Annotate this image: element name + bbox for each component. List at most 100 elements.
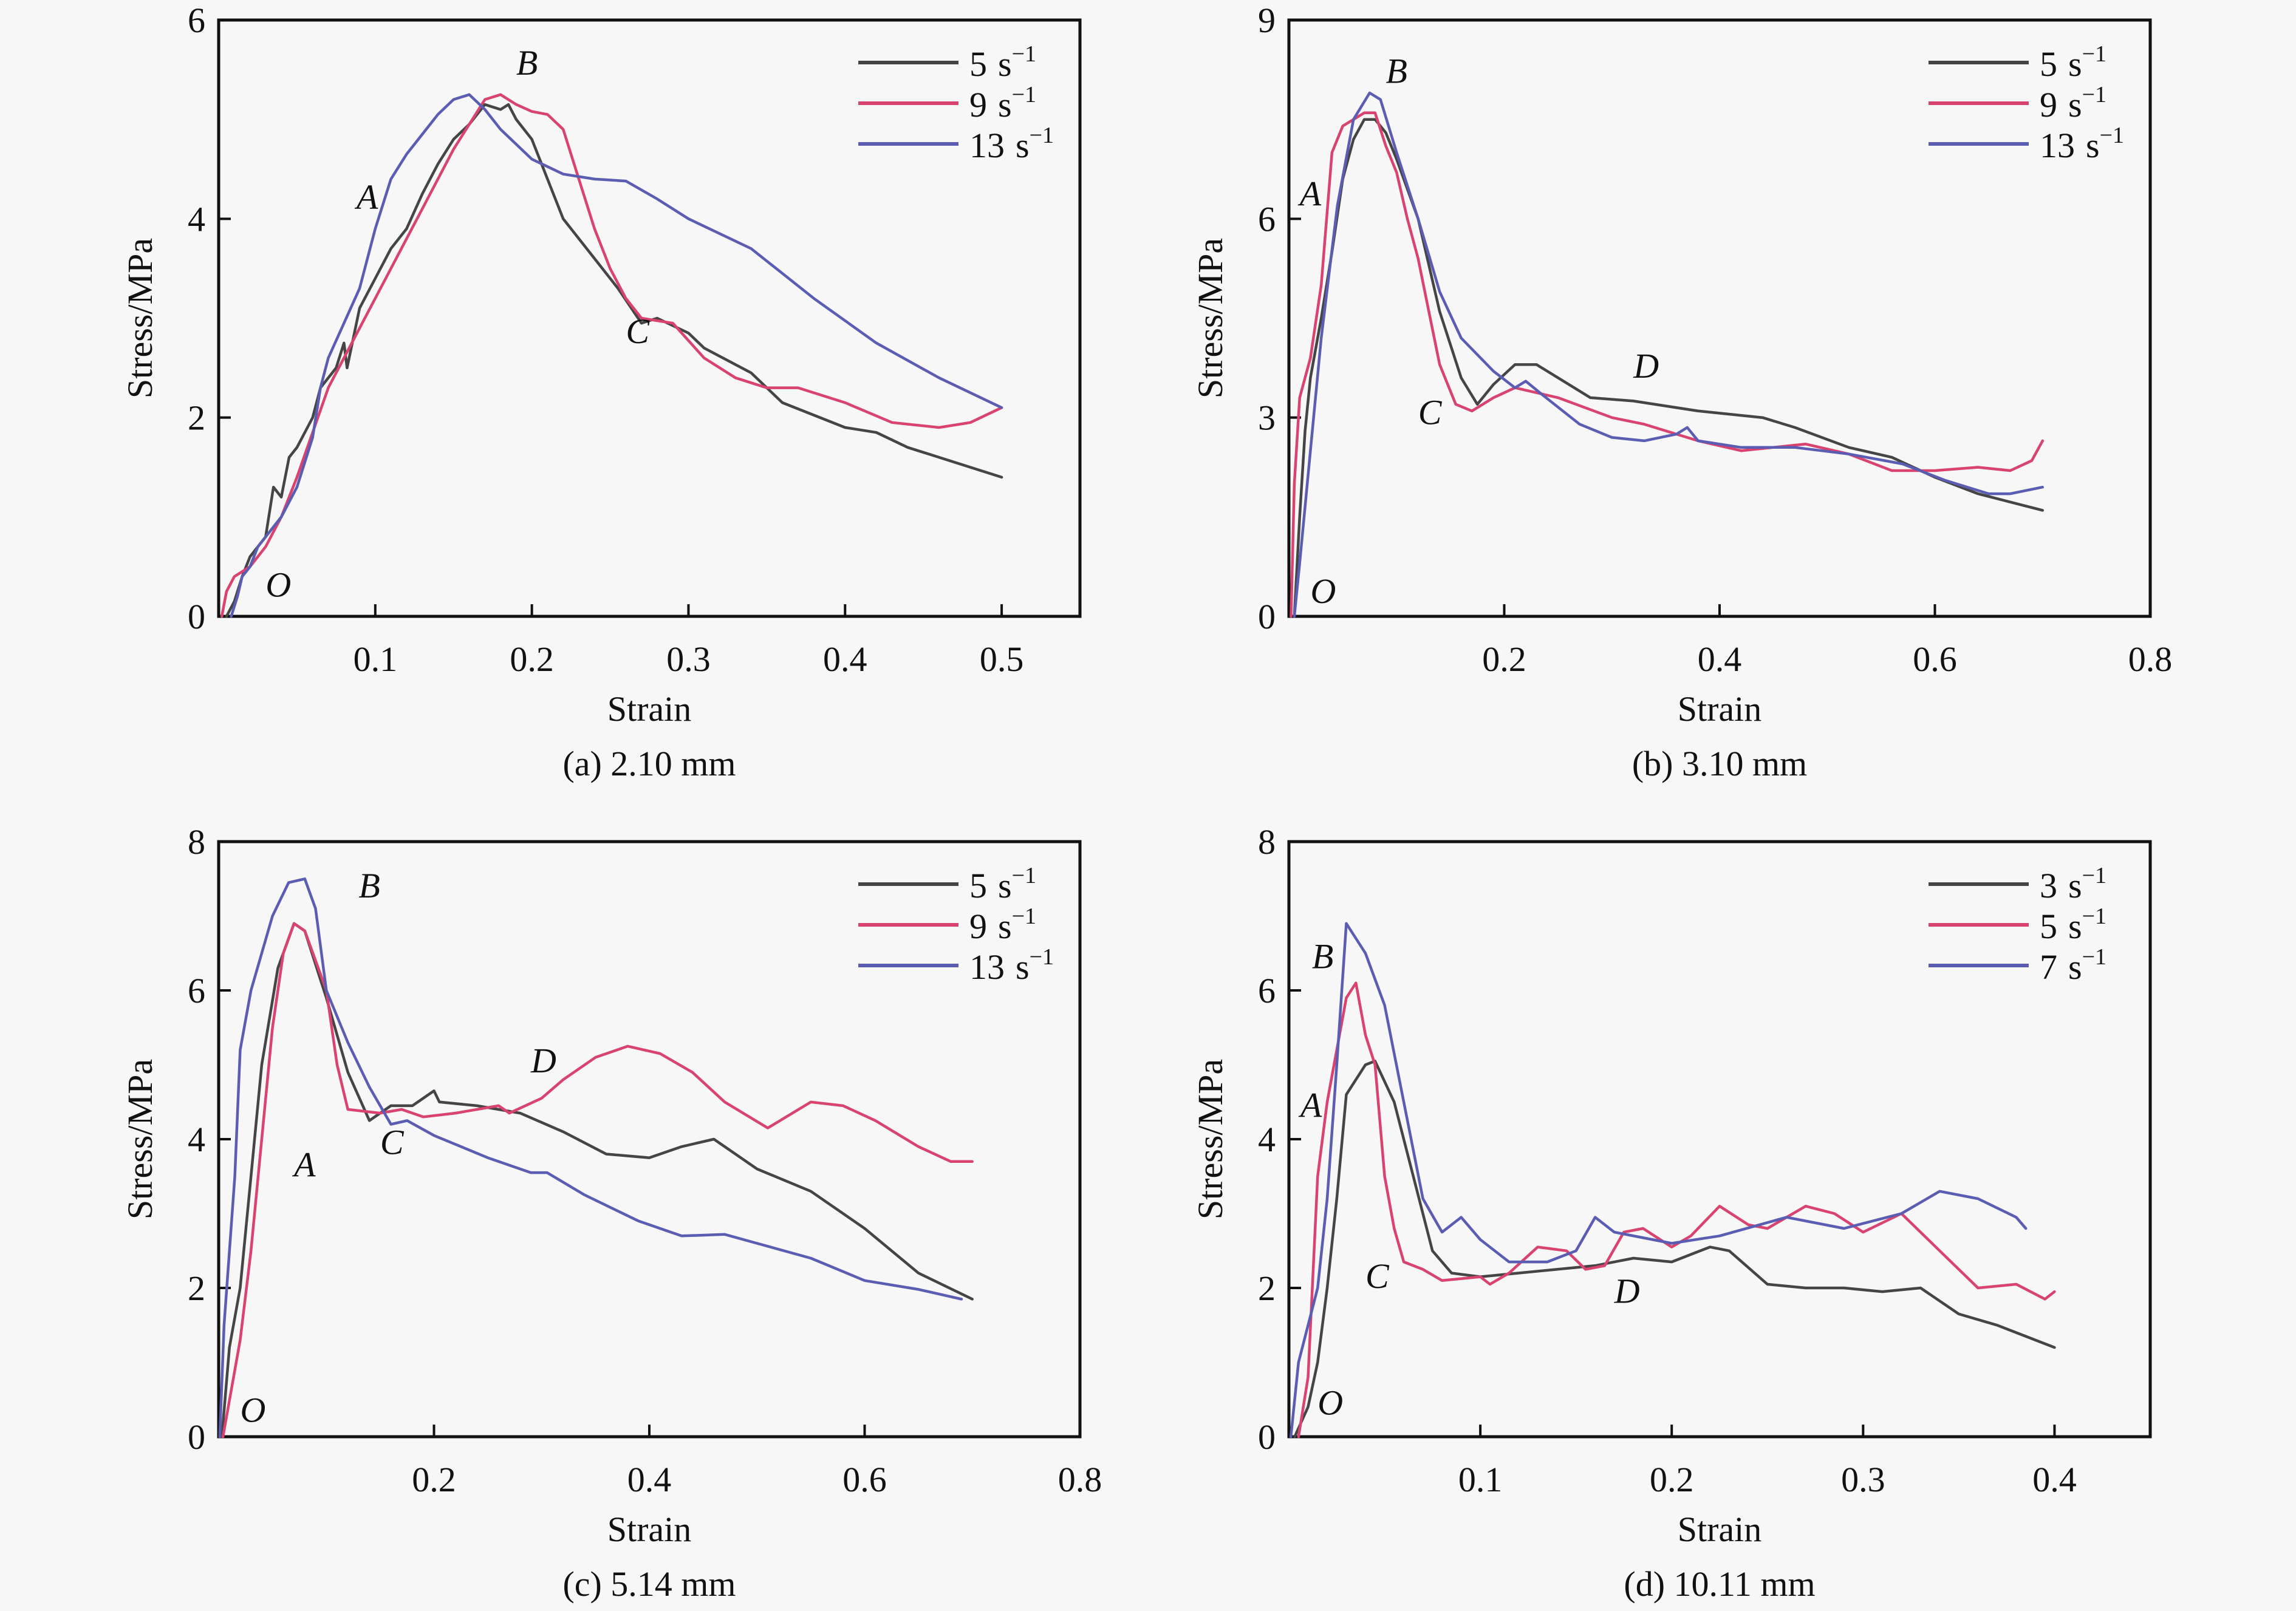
y-tick-label: 0 <box>188 597 205 636</box>
legend-label: 5 s−1 <box>2040 904 2106 946</box>
series-line-9-per-s <box>1290 111 2045 618</box>
y-tick-label: 0 <box>1258 597 1276 636</box>
x-tick-label: 0.2 <box>1482 639 1526 679</box>
point-label-O: O <box>1317 1383 1343 1422</box>
y-tick-label: 6 <box>188 971 205 1010</box>
point-label-D: D <box>1633 346 1659 386</box>
y-tick-label: 2 <box>188 1269 205 1308</box>
series-group <box>1290 91 2045 618</box>
point-label-B: B <box>1386 52 1407 91</box>
point-label-O: O <box>1310 571 1336 611</box>
y-tick-label: 6 <box>188 1 205 40</box>
series-line-9-per-s <box>220 93 1003 618</box>
panels: 0.1 0.2 0.3 0.4 0.5 0 2 4 6 Strain Stress/MPa (a) 2… <box>120 1 2172 1604</box>
x-tick-label: 0.6 <box>1913 639 1957 679</box>
y-tick-label: 9 <box>1258 1 1276 40</box>
y-axis-title: Stress/MPa <box>120 238 160 398</box>
x-tick-label: 0.2 <box>510 639 554 679</box>
series-line-5-per-s <box>1297 981 2056 1439</box>
y-tick-label: 8 <box>188 822 205 862</box>
point-label-A: A <box>354 177 378 217</box>
x-tick-label: 0.3 <box>666 639 711 679</box>
point-label-B: B <box>516 43 538 83</box>
legend-label: 13 s−1 <box>969 123 1054 165</box>
legend: 5 s−19 s−113 s−1 <box>1929 41 2124 165</box>
panel-caption: (a) 2.10 mm <box>562 744 736 783</box>
series-line-9-per-s <box>221 922 974 1439</box>
panel-a: 0.1 0.2 0.3 0.4 0.5 0 2 4 6 Strain Stress/MPa (a) 2… <box>120 1 1082 783</box>
panel-d: 0.1 0.2 0.3 0.4 0 2 4 6 8 Strain Stress/MPa (d) 10.… <box>1191 822 2152 1604</box>
point-label-C: C <box>1365 1256 1390 1296</box>
y-tick-label: 6 <box>1258 971 1276 1010</box>
legend-label: 5 s−1 <box>969 41 1036 84</box>
x-tick-label: 0.4 <box>2032 1460 2077 1499</box>
x-axis-title: Strain <box>1678 689 1762 729</box>
legend-label: 13 s−1 <box>969 944 1054 987</box>
legend-label: 9 s−1 <box>969 904 1036 946</box>
legend: 5 s−19 s−113 s−1 <box>858 863 1054 987</box>
x-tick-label: 0.3 <box>1841 1460 1885 1499</box>
plot-frame <box>217 18 1082 618</box>
legend-label: 5 s−1 <box>969 863 1036 905</box>
point-label-D: D <box>530 1041 556 1080</box>
legend-label: 5 s−1 <box>2040 41 2106 84</box>
series-line-13-per-s <box>218 877 963 1439</box>
point-label-C: C <box>1418 393 1443 432</box>
x-tick-label: 0.4 <box>1698 639 1742 679</box>
series-line-3-per-s <box>1293 1060 2056 1439</box>
x-axis-title: Strain <box>607 1510 692 1549</box>
y-axis-title: Stress/MPa <box>1191 238 1230 398</box>
y-tick-label: 4 <box>1258 1120 1276 1159</box>
panel-caption: (b) 3.10 mm <box>1632 744 1807 783</box>
y-tick-label: 0 <box>1258 1417 1276 1457</box>
y-tick-label: 6 <box>1258 199 1276 239</box>
x-tick-label: 0.8 <box>2128 639 2173 679</box>
point-label-C: C <box>626 312 650 351</box>
panel-caption: (d) 10.11 mm <box>1624 1564 1815 1604</box>
legend: 5 s−19 s−113 s−1 <box>858 41 1054 165</box>
y-axis-title: Stress/MPa <box>120 1059 160 1219</box>
point-label-C: C <box>380 1123 405 1162</box>
panel-c: 0.2 0.4 0.6 0.8 0 2 4 6 8 Strain Stress/MPa (c) 5.1… <box>120 822 1102 1604</box>
y-tick-label: 4 <box>188 1120 205 1159</box>
x-tick-label: 0.1 <box>354 639 398 679</box>
series-line-5-per-s <box>220 922 974 1439</box>
point-label-A: A <box>1298 1085 1322 1125</box>
panel-caption: (c) 5.14 mm <box>562 1564 736 1604</box>
y-tick-label: 2 <box>1258 1269 1276 1308</box>
x-axis-title: Strain <box>1678 1510 1762 1549</box>
series-line-7-per-s <box>1289 922 2028 1439</box>
point-label-O: O <box>265 565 291 604</box>
point-label-A: A <box>1297 174 1322 214</box>
y-tick-label: 0 <box>188 1417 205 1457</box>
x-tick-label: 0.2 <box>1650 1460 1694 1499</box>
x-tick-label: 0.1 <box>1458 1460 1503 1499</box>
x-tick-label: 0.6 <box>842 1460 887 1499</box>
y-tick-label: 3 <box>1258 398 1276 438</box>
point-label-O: O <box>240 1391 265 1430</box>
point-label-B: B <box>1312 936 1333 976</box>
x-tick-label: 0.5 <box>980 639 1024 679</box>
y-tick-label: 8 <box>1258 822 1276 862</box>
panel-b: 0.2 0.4 0.6 0.8 0 3 6 9 Strain Stress/MPa (b) 3.10… <box>1191 1 2172 783</box>
legend-label: 9 s−1 <box>2040 82 2106 124</box>
y-tick-label: 2 <box>188 398 205 438</box>
legend: 3 s−15 s−17 s−1 <box>1929 863 2106 987</box>
point-label-A: A <box>292 1145 316 1184</box>
y-tick-label: 4 <box>188 199 205 239</box>
x-tick-label: 0.2 <box>412 1460 456 1499</box>
x-axis-title: Strain <box>607 689 692 729</box>
legend-label: 9 s−1 <box>969 82 1036 124</box>
series-line-13-per-s <box>230 93 1003 618</box>
legend-label: 3 s−1 <box>2040 863 2106 905</box>
x-tick-label: 0.8 <box>1058 1460 1102 1499</box>
legend-label: 7 s−1 <box>2040 944 2106 987</box>
series-group <box>218 877 974 1439</box>
y-axis-title: Stress/MPa <box>1191 1059 1230 1219</box>
series-line-13-per-s <box>1293 91 2045 618</box>
point-label-D: D <box>1614 1272 1640 1311</box>
x-tick-label: 0.4 <box>823 639 867 679</box>
x-tick-label: 0.4 <box>627 1460 672 1499</box>
